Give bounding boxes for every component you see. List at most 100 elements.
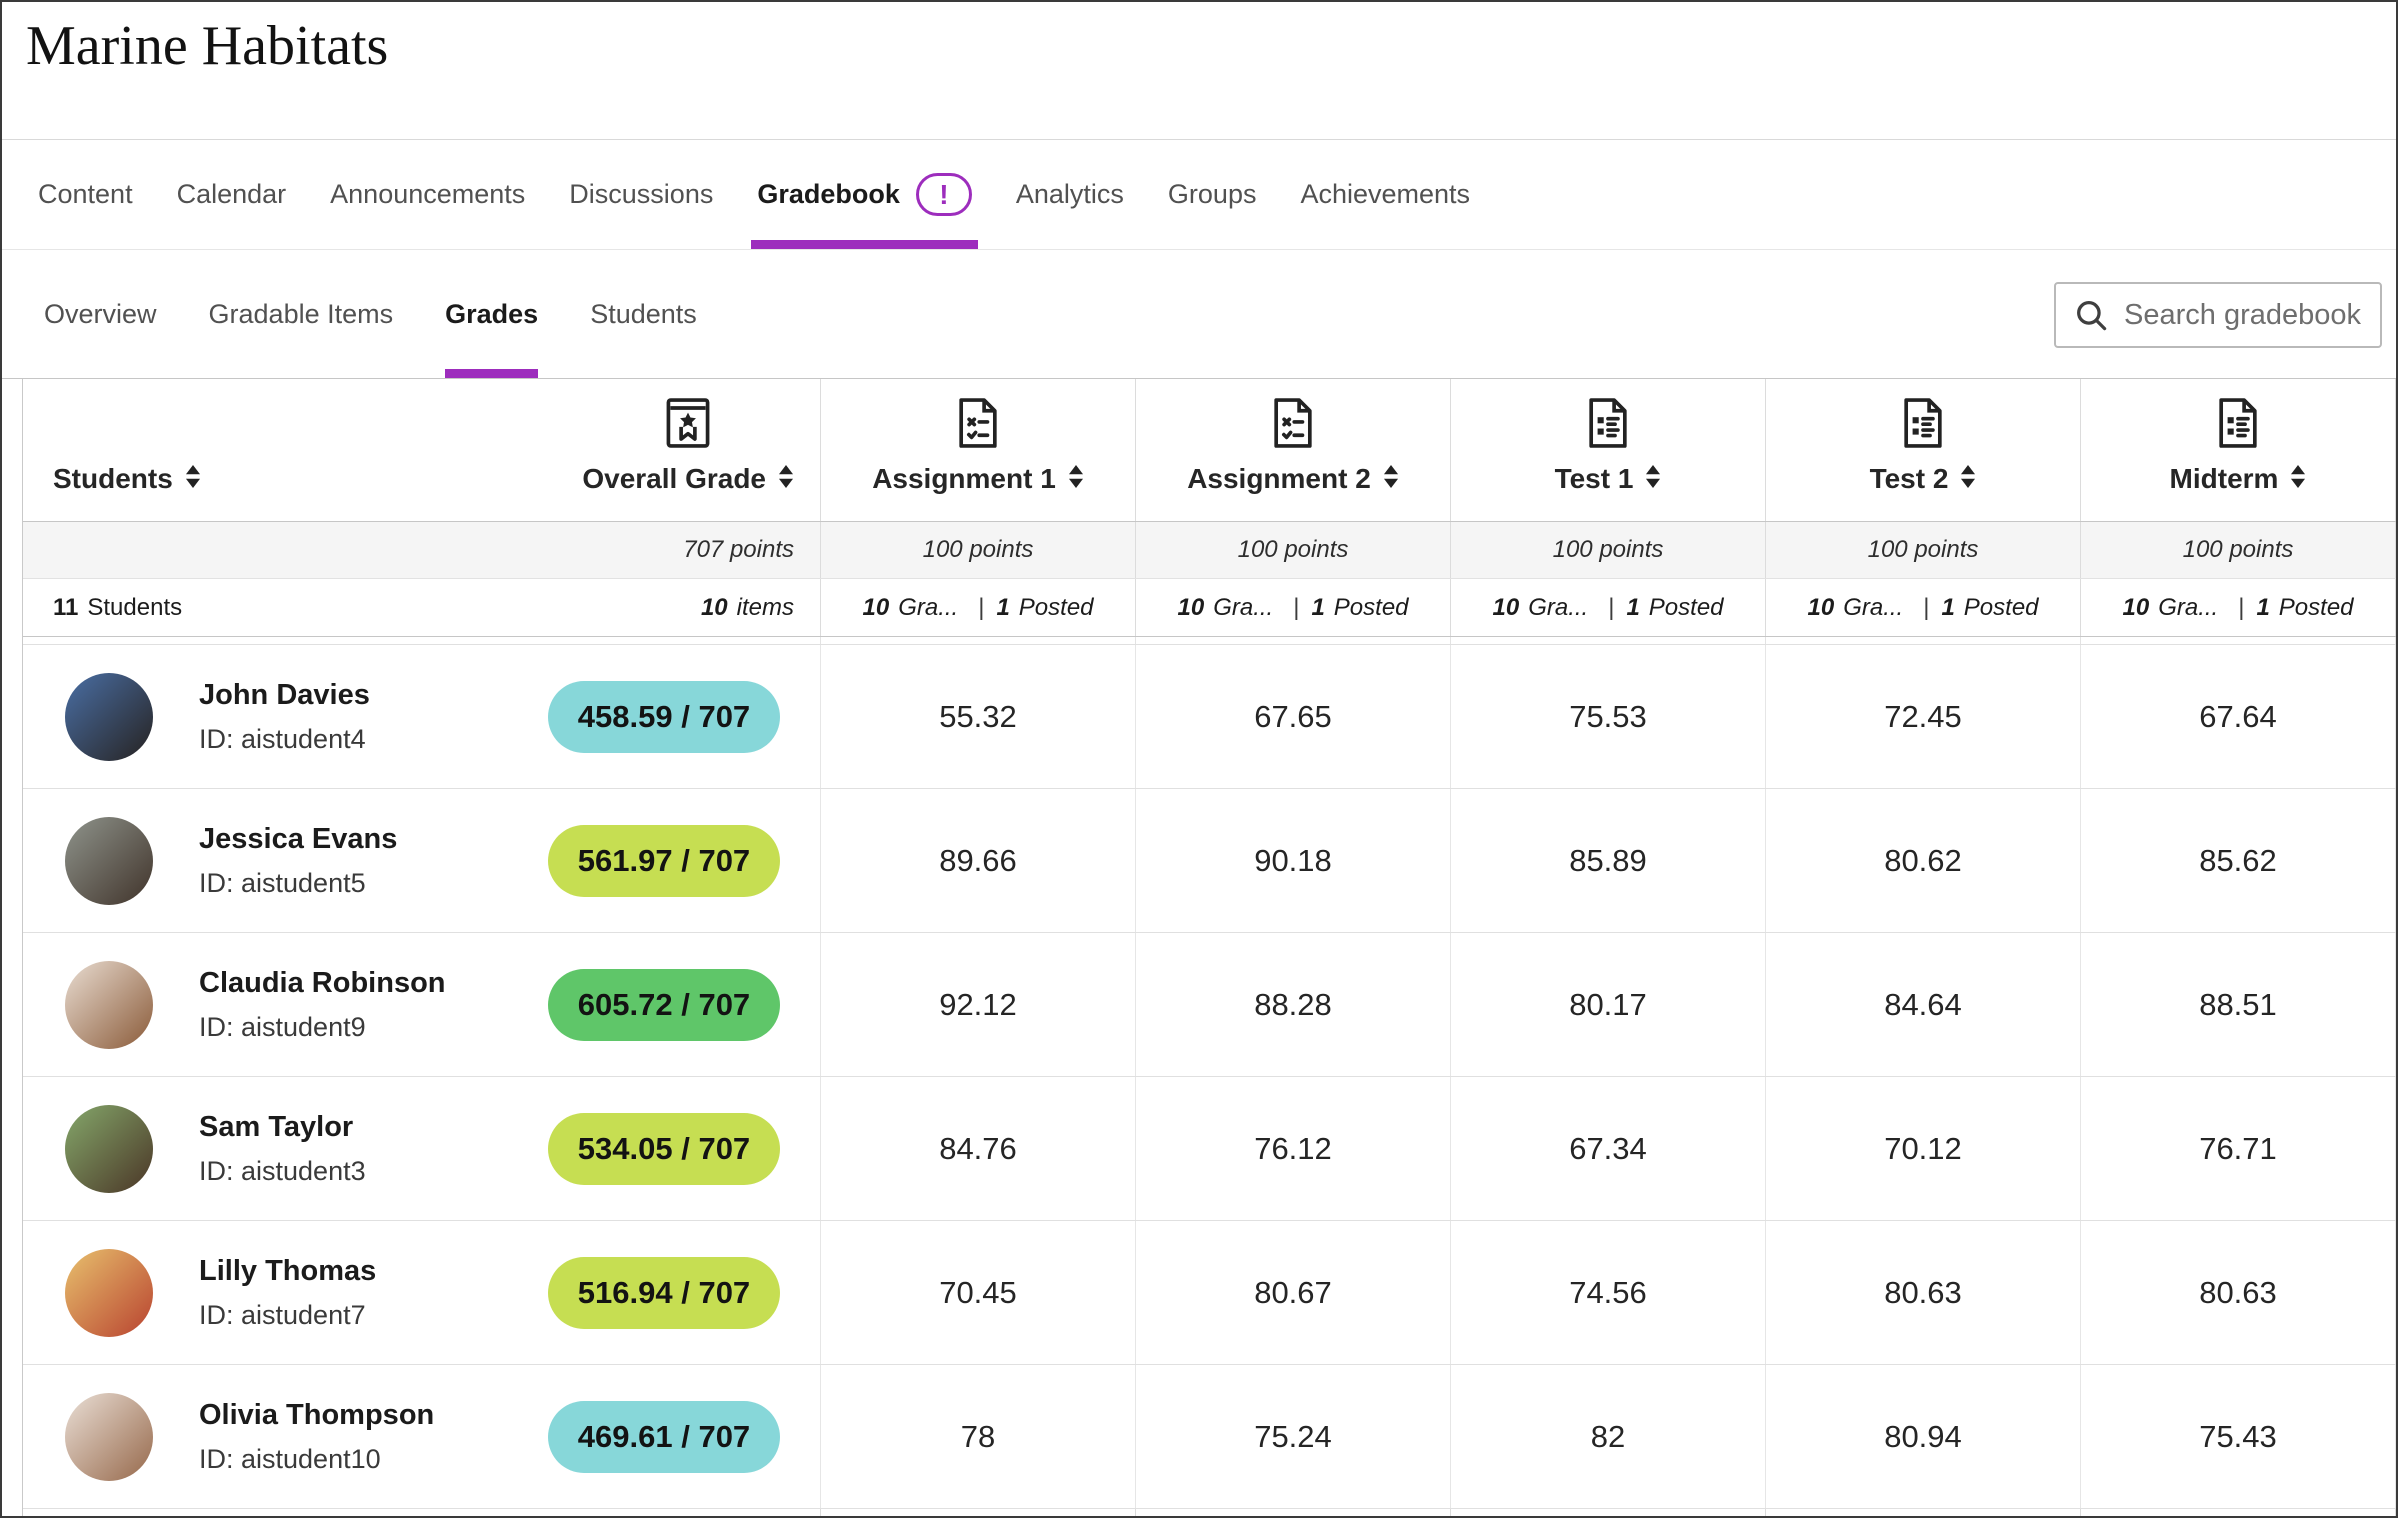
- assignment-document-icon: [1271, 397, 1315, 449]
- posted-label: Posted: [2278, 593, 2354, 621]
- column-points-label: 100 points: [1552, 536, 1664, 563]
- graded-label: Gra...: [1213, 593, 1274, 621]
- column-header[interactable]: Assignment 1: [821, 379, 1136, 521]
- table-body: John Davies ID: aistudent4 458.59 / 707 …: [23, 645, 2396, 1509]
- empty-cell: [1451, 1509, 1766, 1516]
- grade-cell[interactable]: 67.65: [1136, 645, 1451, 788]
- overall-grade-pill[interactable]: 458.59 / 707: [548, 680, 780, 753]
- graded-label: Gra...: [2158, 593, 2219, 621]
- sort-icon: [1960, 463, 1976, 495]
- grade-cell[interactable]: 84.76: [821, 1077, 1136, 1220]
- table-row: Olivia Thompson ID: aistudent10 469.61 /…: [23, 1365, 2396, 1509]
- grade-cell[interactable]: 88.51: [2081, 933, 2396, 1076]
- posted-count: 1: [996, 593, 1010, 621]
- grade-cell[interactable]: 85.89: [1451, 789, 1766, 932]
- overall-grade-pill[interactable]: 516.94 / 707: [548, 1256, 780, 1329]
- main-nav: Content Calendar Announcements Discussio…: [2, 140, 2396, 250]
- main-nav-item-achievements[interactable]: Achievements: [1278, 140, 1492, 249]
- grade-cell[interactable]: 80.63: [1766, 1221, 2081, 1364]
- grade-cell[interactable]: 70.45: [821, 1221, 1136, 1364]
- grade-cell[interactable]: 55.32: [821, 645, 1136, 788]
- grade-cell[interactable]: 67.34: [1451, 1077, 1766, 1220]
- test-document-icon: [1586, 397, 1630, 449]
- main-nav-item-label: Content: [38, 179, 133, 209]
- partial-next-row: [23, 1509, 2396, 1516]
- overall-grade-column-header[interactable]: Overall Grade: [582, 397, 794, 495]
- student-name: Lilly Thomas: [199, 1254, 377, 1287]
- sub-nav-item-grades[interactable]: Grades: [419, 250, 564, 378]
- grade-cell[interactable]: 75.53: [1451, 645, 1766, 788]
- grade-cell[interactable]: 92.12: [821, 933, 1136, 1076]
- empty-cell: [1451, 637, 1766, 644]
- student-cell[interactable]: Sam Taylor ID: aistudent3 534.05 / 707: [23, 1077, 821, 1220]
- overall-grade-pill[interactable]: 561.97 / 707: [548, 824, 780, 897]
- main-nav-item-content[interactable]: Content: [16, 140, 155, 249]
- grade-cell[interactable]: 85.62: [2081, 789, 2396, 932]
- student-cell[interactable]: Olivia Thompson ID: aistudent10 469.61 /…: [23, 1365, 821, 1508]
- search-input[interactable]: [2124, 298, 2374, 332]
- grade-cell[interactable]: 80.62: [1766, 789, 2081, 932]
- overall-points-label: 707 points: [683, 536, 794, 563]
- student-cell[interactable]: John Davies ID: aistudent4 458.59 / 707: [23, 645, 821, 788]
- column-points: 100 points: [1136, 522, 1451, 578]
- grade-cell[interactable]: 82: [1451, 1365, 1766, 1508]
- graded-label: Gra...: [898, 593, 959, 621]
- search-box[interactable]: [2054, 282, 2382, 348]
- sort-icon: [1645, 463, 1661, 495]
- grade-cell[interactable]: 84.64: [1766, 933, 2081, 1076]
- student-cell[interactable]: Claudia Robinson ID: aistudent9 605.72 /…: [23, 933, 821, 1076]
- grade-cell[interactable]: 76.71: [2081, 1077, 2396, 1220]
- column-header[interactable]: Assignment 2: [1136, 379, 1451, 521]
- students-column-header[interactable]: Students: [53, 463, 201, 495]
- table-row: Sam Taylor ID: aistudent3 534.05 / 707 8…: [23, 1077, 2396, 1221]
- counts-divider: |: [978, 593, 985, 621]
- counts-divider: |: [1293, 593, 1300, 621]
- student-cell[interactable]: Lilly Thomas ID: aistudent7 516.94 / 707: [23, 1221, 821, 1364]
- sub-nav-item-gradable-items[interactable]: Gradable Items: [183, 250, 420, 378]
- grade-cell[interactable]: 88.28: [1136, 933, 1451, 1076]
- column-header[interactable]: Test 2: [1766, 379, 2081, 521]
- grade-cell[interactable]: 78: [821, 1365, 1136, 1508]
- main-nav-item-analytics[interactable]: Analytics: [994, 140, 1146, 249]
- column-points: 100 points: [1766, 522, 2081, 578]
- column-header[interactable]: Test 1: [1451, 379, 1766, 521]
- overall-grade-pill[interactable]: 534.05 / 707: [548, 1112, 780, 1185]
- main-nav-item-groups[interactable]: Groups: [1146, 140, 1279, 249]
- grade-cell[interactable]: 80.17: [1451, 933, 1766, 1076]
- column-header[interactable]: Midterm: [2081, 379, 2396, 521]
- grade-cell[interactable]: 74.56: [1451, 1221, 1766, 1364]
- main-nav-item-label: Analytics: [1015, 179, 1124, 209]
- grade-cell[interactable]: 80.94: [1766, 1365, 2081, 1508]
- students-overall-header-cell[interactable]: Students Overall Grade: [23, 379, 821, 521]
- overall-grade-header-label: Overall Grade: [582, 463, 766, 494]
- overall-grade-pill[interactable]: 605.72 / 707: [548, 968, 780, 1041]
- grade-cell[interactable]: 67.64: [2081, 645, 2396, 788]
- main-nav-item-discussions[interactable]: Discussions: [547, 140, 735, 249]
- grade-cell[interactable]: 70.12: [1766, 1077, 2081, 1220]
- column-header-label: Assignment 1: [872, 463, 1056, 494]
- student-cell[interactable]: Jessica Evans ID: aistudent5 561.97 / 70…: [23, 789, 821, 932]
- overall-grade-pill[interactable]: 469.61 / 707: [548, 1400, 780, 1473]
- student-id: ID: aistudent9: [199, 1011, 366, 1042]
- grade-cell[interactable]: 90.18: [1136, 789, 1451, 932]
- grade-cell[interactable]: 72.45: [1766, 645, 2081, 788]
- main-nav-item-calendar[interactable]: Calendar: [155, 140, 309, 249]
- sort-icon: [1068, 463, 1084, 495]
- grade-cell[interactable]: 80.63: [2081, 1221, 2396, 1364]
- grade-cell[interactable]: 76.12: [1136, 1077, 1451, 1220]
- column-counts: 10 Gra... | 1 Posted: [1451, 579, 1766, 636]
- grade-cell[interactable]: 75.43: [2081, 1365, 2396, 1508]
- grade-cell[interactable]: 80.67: [1136, 1221, 1451, 1364]
- sub-nav-item-overview[interactable]: Overview: [18, 250, 183, 378]
- main-nav-item-gradebook[interactable]: Gradebook !: [735, 140, 994, 249]
- student-name: Sam Taylor: [199, 1110, 354, 1143]
- sub-nav-item-students[interactable]: Students: [564, 250, 723, 378]
- students-count: 11 Students: [53, 593, 183, 621]
- main-nav-item-announcements[interactable]: Announcements: [308, 140, 547, 249]
- posted-count: 1: [2256, 593, 2270, 621]
- grade-cell[interactable]: 89.66: [821, 789, 1136, 932]
- table-row: Jessica Evans ID: aistudent5 561.97 / 70…: [23, 789, 2396, 933]
- column-points-label: 100 points: [1867, 536, 1979, 563]
- grade-cell[interactable]: 75.24: [1136, 1365, 1451, 1508]
- graded-label: Gra...: [1843, 593, 1904, 621]
